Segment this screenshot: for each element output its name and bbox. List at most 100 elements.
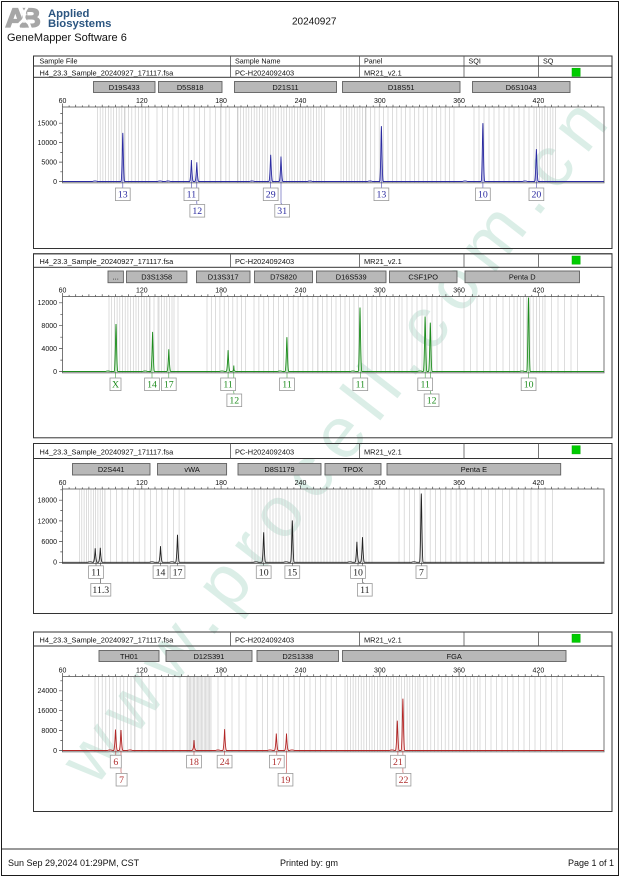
svg-text:8000: 8000	[41, 728, 57, 735]
svg-text:31: 31	[277, 206, 287, 217]
svg-text:21: 21	[393, 757, 403, 768]
svg-text:10: 10	[524, 380, 534, 391]
svg-text:420: 420	[533, 98, 545, 105]
svg-text:6: 6	[113, 757, 118, 768]
svg-text:H4_23.3_Sample_20240927_171117: H4_23.3_Sample_20240927_171117.fsa	[40, 636, 175, 645]
svg-text:Penta D: Penta D	[509, 272, 536, 281]
svg-text:300: 300	[374, 288, 386, 295]
svg-text:Penta E: Penta E	[461, 465, 487, 474]
svg-text:20240927: 20240927	[292, 16, 337, 27]
svg-text:24000: 24000	[38, 688, 58, 695]
svg-text:360: 360	[453, 668, 465, 675]
svg-text:13: 13	[377, 190, 387, 201]
svg-text:300: 300	[374, 480, 386, 487]
svg-text:11: 11	[223, 380, 233, 391]
svg-text:0: 0	[53, 179, 57, 186]
svg-text:11: 11	[356, 380, 366, 391]
svg-text:vWA: vWA	[184, 465, 199, 474]
svg-text:PC-H2024092403: PC-H2024092403	[235, 68, 294, 77]
svg-text:X: X	[112, 380, 119, 391]
svg-text:120: 120	[136, 288, 148, 295]
svg-text:15: 15	[287, 568, 297, 579]
svg-text:Panel: Panel	[364, 57, 383, 66]
svg-text:18: 18	[189, 757, 199, 768]
svg-text:11: 11	[420, 380, 430, 391]
svg-text:10: 10	[353, 568, 363, 579]
svg-text:420: 420	[533, 480, 545, 487]
svg-text:D3S1358: D3S1358	[141, 272, 172, 281]
svg-text:7: 7	[419, 568, 424, 579]
svg-text:PC-H2024092403: PC-H2024092403	[235, 257, 294, 266]
svg-text:240: 240	[295, 480, 307, 487]
svg-text:120: 120	[136, 668, 148, 675]
svg-text:360: 360	[453, 288, 465, 295]
svg-text:D2S441: D2S441	[98, 465, 125, 474]
svg-text:13: 13	[118, 190, 128, 201]
svg-text:11: 11	[282, 380, 292, 391]
svg-text:420: 420	[533, 288, 545, 295]
svg-text:H4_23.3_Sample_20240927_171117: H4_23.3_Sample_20240927_171117.fsa	[40, 448, 175, 457]
svg-text:11: 11	[187, 190, 197, 201]
svg-text:10000: 10000	[38, 140, 58, 147]
svg-text:14: 14	[156, 568, 166, 579]
svg-text:D19S433: D19S433	[109, 83, 140, 92]
svg-text:11: 11	[91, 568, 101, 579]
svg-text:8000: 8000	[41, 323, 57, 330]
svg-text:22: 22	[399, 775, 409, 786]
svg-text:7: 7	[119, 775, 124, 786]
svg-text:D6S1043: D6S1043	[506, 83, 537, 92]
svg-text:300: 300	[374, 98, 386, 105]
svg-text:Biosystems: Biosystems	[48, 18, 111, 30]
svg-text:18000: 18000	[38, 498, 58, 505]
svg-text:180: 180	[215, 480, 227, 487]
svg-text:CSF1PO: CSF1PO	[408, 272, 438, 281]
svg-text:TPOX: TPOX	[343, 465, 363, 474]
svg-text:5000: 5000	[41, 160, 57, 167]
svg-text:0: 0	[53, 748, 57, 755]
svg-text:11: 11	[360, 585, 370, 596]
svg-text:Printed by: gm: Printed by: gm	[280, 858, 338, 868]
svg-text:360: 360	[453, 98, 465, 105]
svg-text:16000: 16000	[38, 708, 58, 715]
svg-text:A: A	[5, 3, 25, 33]
svg-text:6000: 6000	[41, 539, 57, 546]
svg-text:11.3: 11.3	[92, 585, 109, 596]
svg-text:360: 360	[453, 480, 465, 487]
svg-text:MR21_v2.1: MR21_v2.1	[364, 636, 402, 645]
svg-text:60: 60	[59, 480, 67, 487]
svg-text:0: 0	[53, 560, 57, 567]
svg-text:60: 60	[59, 288, 67, 295]
svg-text:12: 12	[192, 206, 202, 217]
svg-text:Page 1 of 1: Page 1 of 1	[568, 858, 614, 868]
svg-text:420: 420	[533, 668, 545, 675]
svg-text:120: 120	[136, 480, 148, 487]
svg-text:GeneMapper Software 6: GeneMapper Software 6	[7, 32, 127, 44]
svg-text:14: 14	[147, 380, 157, 391]
svg-text:17: 17	[164, 380, 174, 391]
svg-text:D5S818: D5S818	[177, 83, 204, 92]
svg-text:Sun Sep 29,2024 01:29PM, CST: Sun Sep 29,2024 01:29PM, CST	[8, 858, 140, 868]
svg-text:D7S820: D7S820	[270, 272, 297, 281]
svg-text:12000: 12000	[38, 518, 58, 525]
svg-text:10: 10	[478, 190, 488, 201]
svg-text:SQ: SQ	[543, 57, 554, 66]
svg-text:TH01: TH01	[120, 652, 138, 661]
svg-text:180: 180	[215, 288, 227, 295]
svg-text:24: 24	[220, 757, 230, 768]
svg-text:D8S1179: D8S1179	[264, 465, 294, 474]
svg-text:180: 180	[215, 98, 227, 105]
svg-text:MR21_v2.1: MR21_v2.1	[364, 448, 402, 457]
svg-text:12000: 12000	[38, 300, 58, 307]
svg-text:19: 19	[281, 775, 291, 786]
svg-text:H4_23.3_Sample_20240927_171117: H4_23.3_Sample_20240927_171117.fsa	[40, 257, 175, 266]
svg-text:Sample Name: Sample Name	[235, 57, 281, 66]
svg-text:17: 17	[173, 568, 183, 579]
svg-text:12: 12	[229, 396, 239, 407]
svg-text:180: 180	[215, 668, 227, 675]
svg-text:MR21_v2.1: MR21_v2.1	[364, 68, 402, 77]
svg-text:4000: 4000	[41, 346, 57, 353]
svg-text:D13S317: D13S317	[208, 272, 239, 281]
svg-text:Sample File: Sample File	[40, 57, 78, 66]
svg-text:0: 0	[53, 369, 57, 376]
svg-text:SQI: SQI	[469, 57, 481, 66]
